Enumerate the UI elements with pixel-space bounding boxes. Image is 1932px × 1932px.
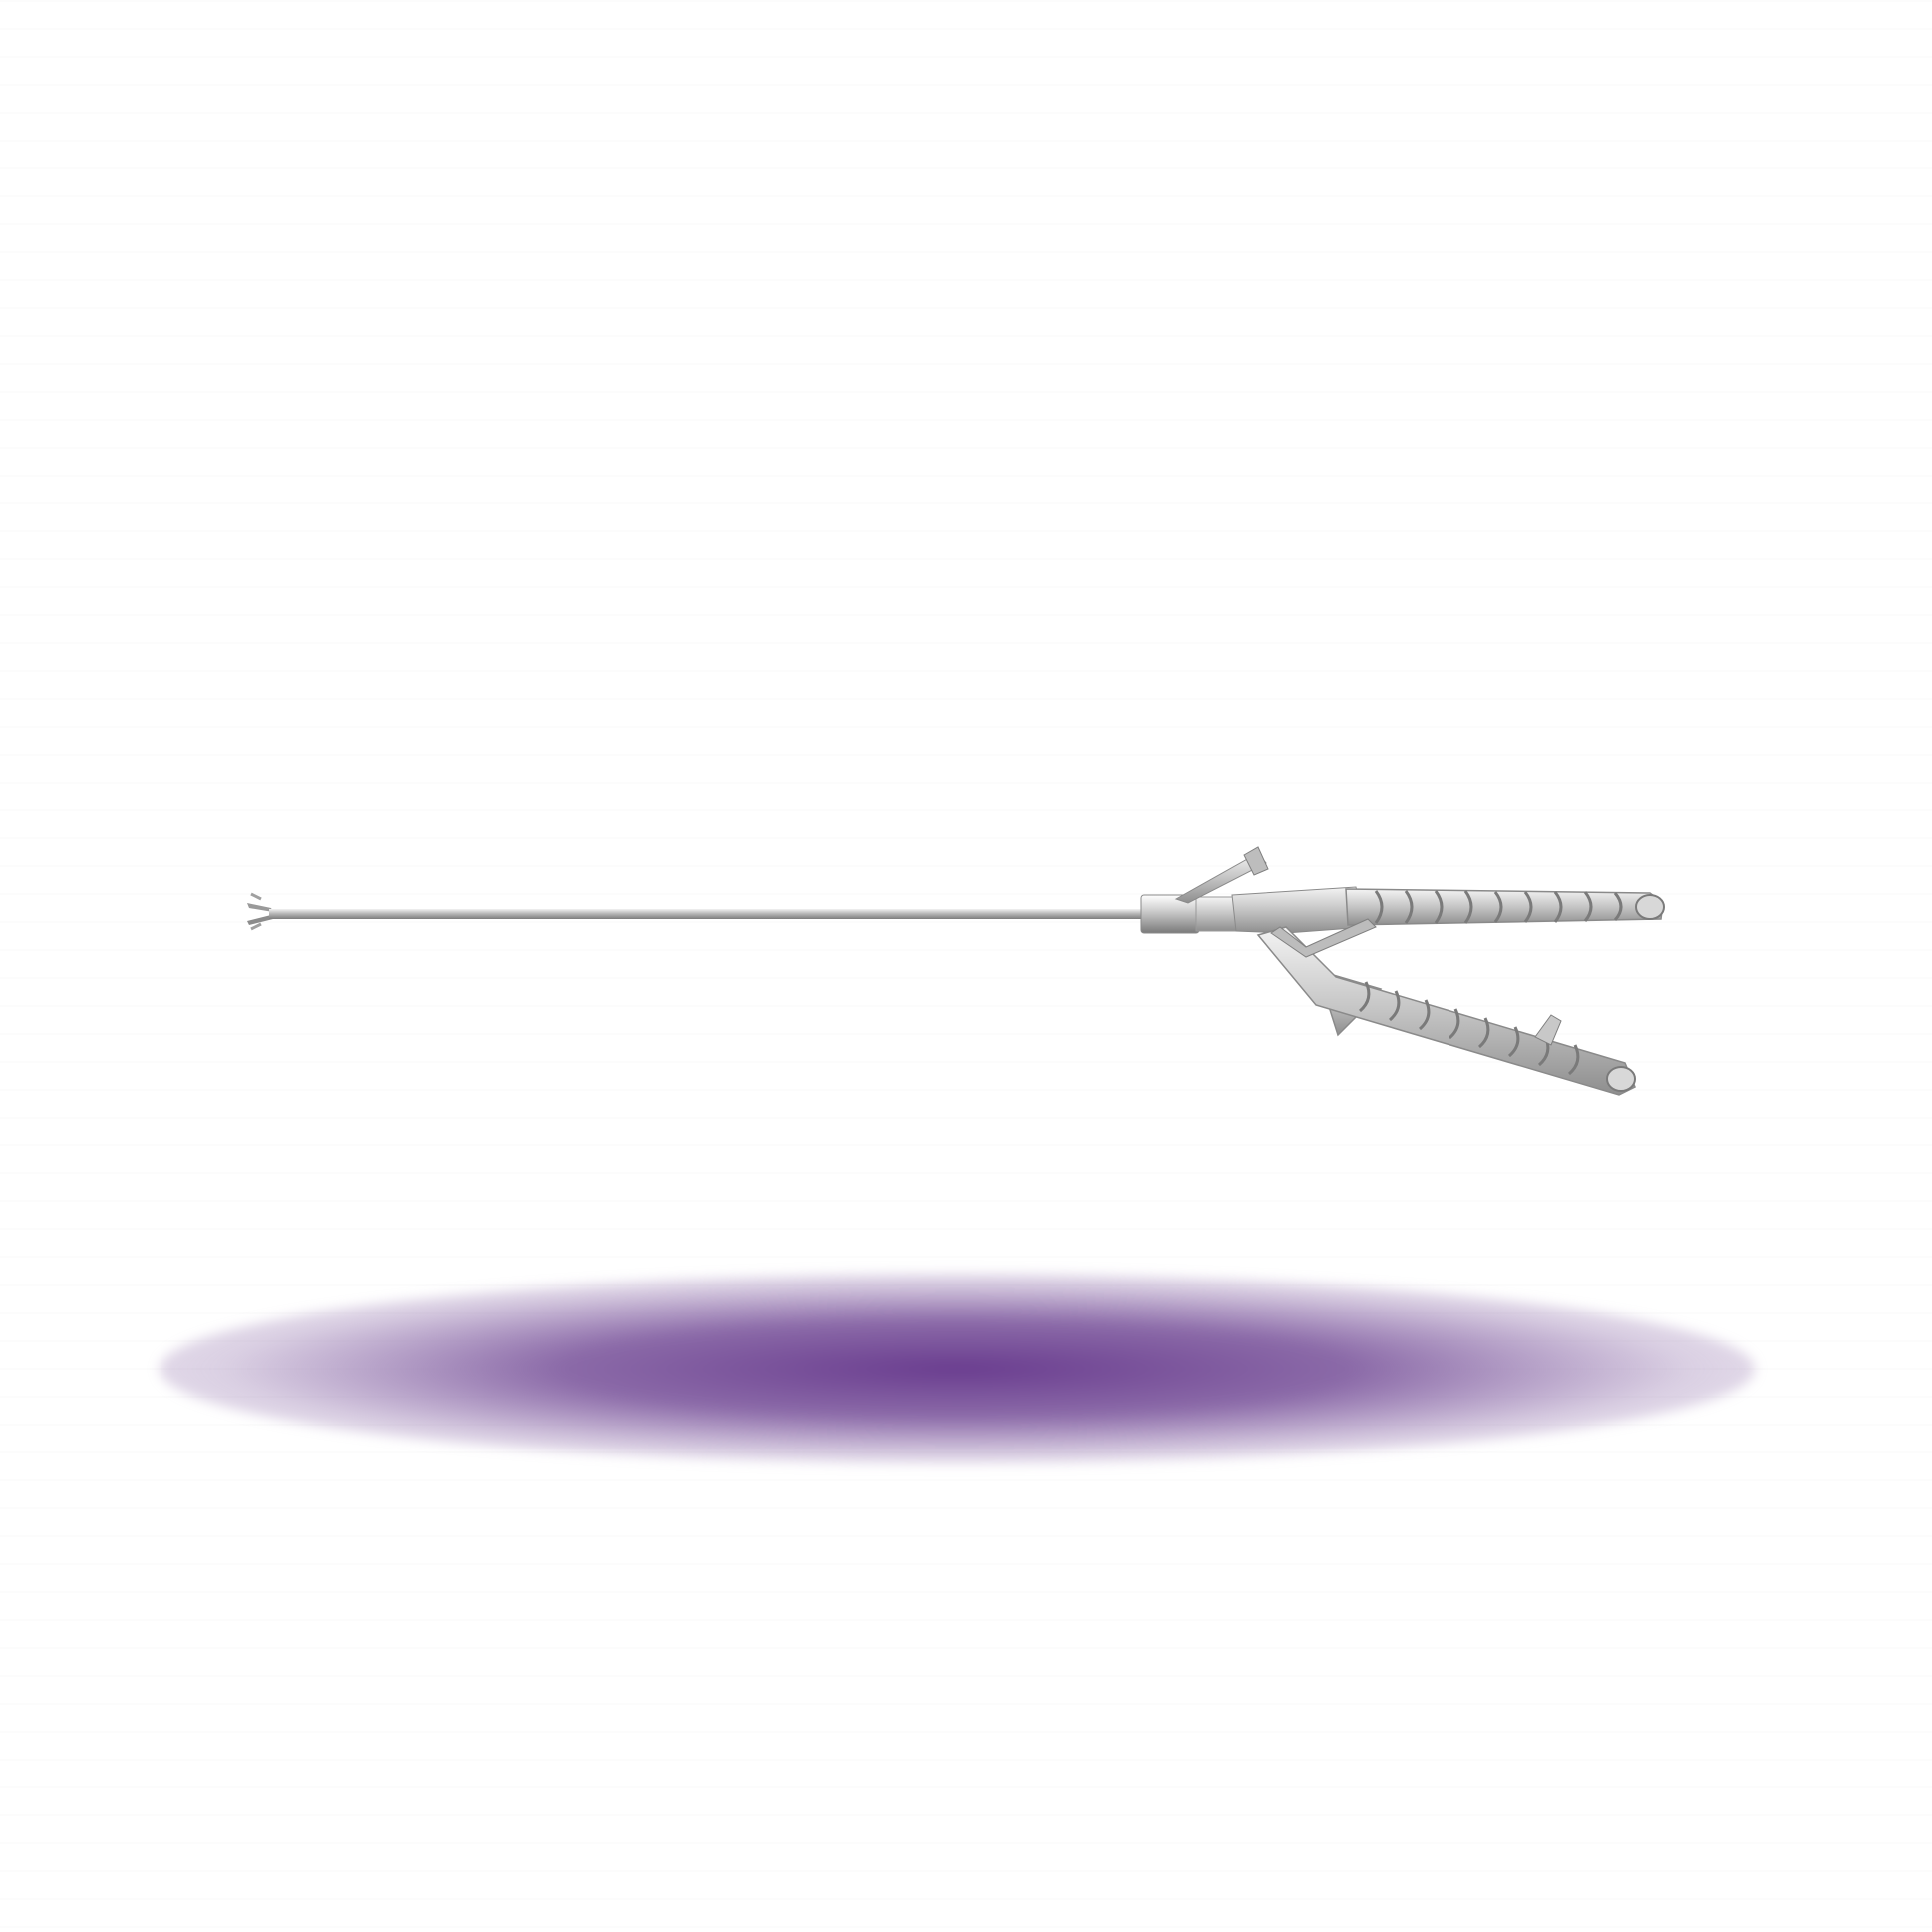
fixed-handle [1345,888,1665,926]
handle-body [1231,886,1367,934]
linkage-bar [1270,918,1377,958]
movable-handle [1256,926,1636,1096]
shaft [269,909,1146,919]
jaws-tip [247,892,273,931]
ratchet-lever [1174,846,1269,904]
purple-floor-shadow [160,1274,1755,1463]
